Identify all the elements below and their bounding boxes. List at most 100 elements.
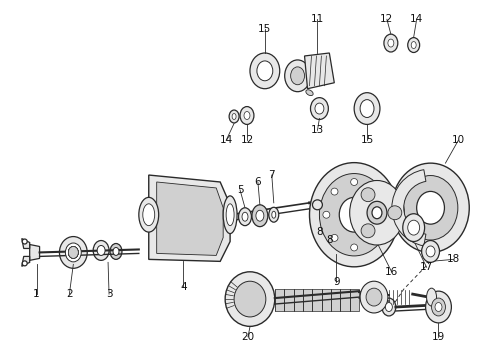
Ellipse shape — [403, 214, 425, 242]
Ellipse shape — [234, 281, 266, 317]
Ellipse shape — [384, 34, 398, 52]
Ellipse shape — [311, 98, 328, 120]
Circle shape — [370, 234, 377, 241]
Circle shape — [22, 261, 27, 266]
Text: 3: 3 — [106, 289, 112, 299]
Ellipse shape — [291, 67, 305, 85]
Ellipse shape — [339, 197, 369, 232]
Text: 12: 12 — [241, 135, 254, 145]
Ellipse shape — [229, 110, 239, 123]
Ellipse shape — [354, 93, 380, 125]
Circle shape — [331, 234, 338, 241]
Circle shape — [323, 211, 330, 218]
Ellipse shape — [65, 243, 81, 262]
Ellipse shape — [256, 210, 264, 221]
Text: 18: 18 — [447, 255, 460, 264]
Ellipse shape — [252, 205, 268, 227]
Text: 13: 13 — [311, 125, 324, 135]
Ellipse shape — [319, 174, 389, 256]
Ellipse shape — [69, 247, 78, 258]
Polygon shape — [331, 289, 341, 311]
Ellipse shape — [432, 298, 445, 316]
Ellipse shape — [232, 113, 236, 120]
Ellipse shape — [306, 90, 313, 96]
Ellipse shape — [350, 180, 404, 245]
Text: 7: 7 — [269, 170, 275, 180]
Ellipse shape — [372, 207, 382, 219]
Polygon shape — [341, 289, 350, 311]
Ellipse shape — [367, 201, 387, 224]
Text: 10: 10 — [452, 135, 465, 145]
Ellipse shape — [382, 298, 396, 316]
Ellipse shape — [69, 247, 78, 258]
Polygon shape — [22, 239, 30, 248]
Text: 14: 14 — [220, 135, 233, 145]
Circle shape — [388, 206, 402, 220]
Text: 2: 2 — [66, 289, 73, 299]
Text: 20: 20 — [242, 332, 254, 342]
Ellipse shape — [59, 237, 87, 268]
Polygon shape — [303, 289, 312, 311]
Polygon shape — [30, 244, 40, 260]
Ellipse shape — [110, 243, 122, 260]
Polygon shape — [284, 289, 294, 311]
Circle shape — [351, 179, 358, 185]
Text: 16: 16 — [385, 267, 398, 277]
Ellipse shape — [427, 288, 437, 306]
Text: 1: 1 — [33, 289, 40, 299]
Ellipse shape — [426, 291, 451, 323]
Ellipse shape — [366, 288, 382, 306]
Ellipse shape — [285, 60, 311, 92]
Text: 14: 14 — [410, 14, 423, 24]
Polygon shape — [321, 289, 331, 311]
Ellipse shape — [360, 281, 388, 313]
Ellipse shape — [388, 39, 394, 47]
Ellipse shape — [242, 212, 248, 221]
Circle shape — [361, 188, 375, 202]
Ellipse shape — [223, 196, 237, 234]
Polygon shape — [149, 175, 230, 261]
Text: 15: 15 — [361, 135, 374, 145]
Text: 9: 9 — [333, 277, 340, 287]
Ellipse shape — [408, 37, 419, 53]
Ellipse shape — [416, 192, 444, 224]
Ellipse shape — [257, 61, 273, 81]
Circle shape — [378, 211, 386, 218]
Ellipse shape — [272, 211, 276, 218]
Ellipse shape — [225, 272, 275, 327]
Ellipse shape — [313, 200, 322, 210]
Ellipse shape — [386, 302, 392, 311]
Ellipse shape — [143, 204, 155, 226]
Polygon shape — [294, 289, 303, 311]
Ellipse shape — [226, 204, 234, 226]
Ellipse shape — [69, 247, 78, 258]
Ellipse shape — [310, 163, 399, 267]
Ellipse shape — [435, 302, 442, 311]
Ellipse shape — [239, 208, 251, 226]
Text: 8: 8 — [326, 234, 333, 244]
Ellipse shape — [421, 240, 440, 262]
Ellipse shape — [315, 103, 324, 114]
Circle shape — [370, 188, 377, 195]
Polygon shape — [22, 256, 30, 266]
Circle shape — [22, 239, 27, 244]
Text: 8: 8 — [316, 226, 323, 237]
Ellipse shape — [240, 107, 254, 125]
Ellipse shape — [408, 220, 419, 235]
Polygon shape — [305, 53, 334, 89]
Ellipse shape — [139, 197, 159, 232]
Circle shape — [351, 244, 358, 251]
Polygon shape — [275, 289, 284, 311]
Polygon shape — [350, 289, 359, 311]
Ellipse shape — [250, 53, 280, 89]
Polygon shape — [157, 182, 223, 255]
Text: 5: 5 — [237, 185, 244, 195]
Ellipse shape — [244, 112, 250, 120]
Ellipse shape — [411, 41, 416, 49]
Text: 15: 15 — [258, 24, 271, 34]
Text: 12: 12 — [380, 14, 393, 24]
Ellipse shape — [69, 247, 78, 258]
Ellipse shape — [93, 240, 109, 260]
Ellipse shape — [113, 247, 119, 255]
Polygon shape — [312, 289, 321, 311]
